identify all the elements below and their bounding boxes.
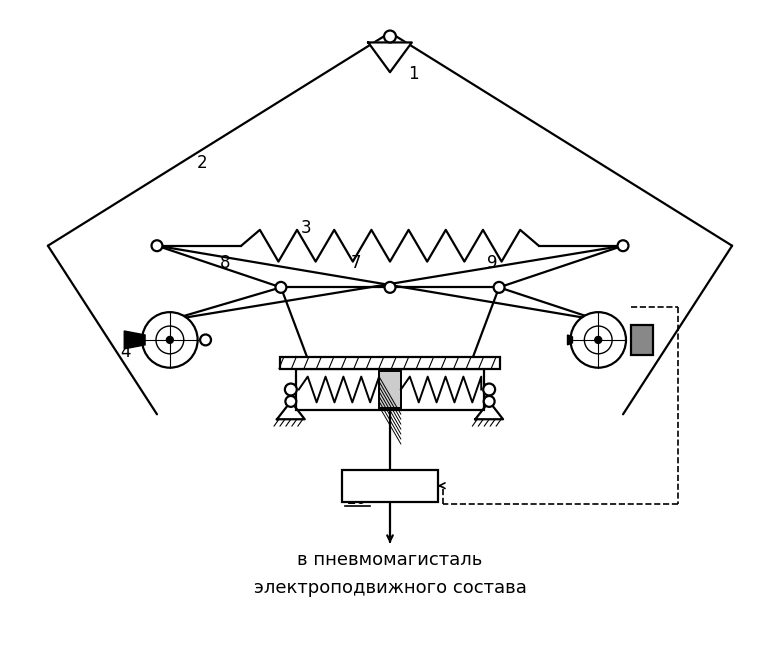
Text: 3: 3 xyxy=(301,219,311,237)
Text: 4: 4 xyxy=(120,343,131,361)
Circle shape xyxy=(142,312,197,367)
Text: 9: 9 xyxy=(488,254,498,271)
Bar xyxy=(379,371,401,408)
Circle shape xyxy=(570,312,626,367)
Text: 2: 2 xyxy=(197,154,207,172)
Polygon shape xyxy=(277,401,305,419)
Bar xyxy=(342,470,438,502)
Circle shape xyxy=(285,396,296,407)
Circle shape xyxy=(275,282,286,293)
Bar xyxy=(631,325,653,355)
Polygon shape xyxy=(475,401,503,419)
Polygon shape xyxy=(124,331,145,349)
Text: 6: 6 xyxy=(340,389,351,407)
Circle shape xyxy=(156,326,184,354)
Circle shape xyxy=(618,240,629,251)
Circle shape xyxy=(595,336,601,344)
Circle shape xyxy=(166,336,173,344)
Circle shape xyxy=(285,383,296,395)
Circle shape xyxy=(584,326,612,354)
Circle shape xyxy=(484,396,495,407)
Bar xyxy=(280,357,500,369)
Text: 8: 8 xyxy=(219,254,230,271)
Text: 10: 10 xyxy=(346,490,367,508)
Text: электроподвижного состава: электроподвижного состава xyxy=(254,579,526,597)
Polygon shape xyxy=(568,335,573,345)
Circle shape xyxy=(200,334,211,346)
Text: 7: 7 xyxy=(350,254,361,271)
Circle shape xyxy=(484,383,495,395)
Text: в пневмомагисталь: в пневмомагисталь xyxy=(297,551,483,569)
Circle shape xyxy=(384,30,396,42)
Circle shape xyxy=(385,282,395,293)
Text: 1: 1 xyxy=(408,65,419,83)
Bar xyxy=(296,369,484,410)
Polygon shape xyxy=(368,42,412,72)
Text: 5: 5 xyxy=(147,343,158,361)
Circle shape xyxy=(151,240,162,251)
Circle shape xyxy=(494,282,505,293)
